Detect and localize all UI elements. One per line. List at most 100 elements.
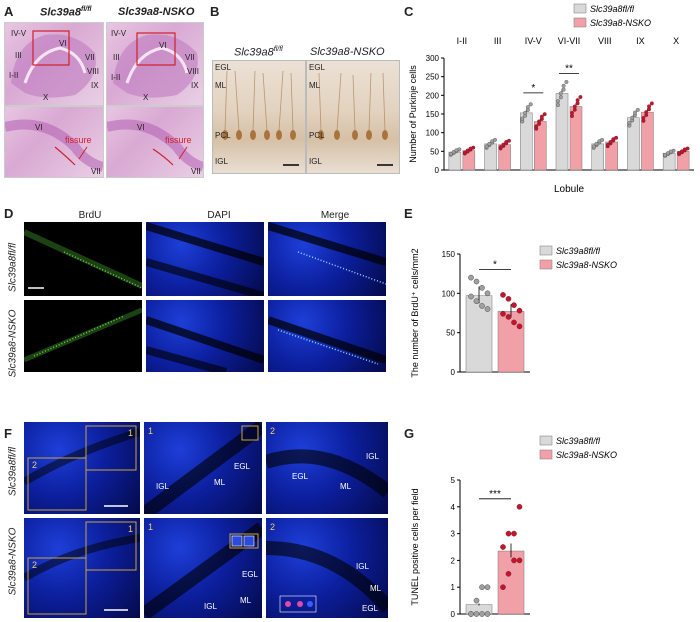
data-point (647, 104, 651, 109)
category-label: IV-V (525, 36, 542, 46)
data-point (473, 597, 480, 604)
data-point (627, 121, 632, 125)
data-point (597, 139, 602, 144)
legend-swatch-1 (539, 259, 553, 270)
y-tick-label: 100 (426, 129, 440, 138)
legend-label-0: Slc39a8fl/fl (556, 436, 601, 446)
data-point (505, 570, 512, 577)
y-tick-label: 300 (426, 54, 440, 63)
panel-a-zoom-control: VI VII fissure (4, 106, 104, 178)
purkinje-bar-chart: Slc39a8fl/fl Slc39a8-NSKO 0 50 100 150 200 250 3… (408, 3, 694, 195)
data-point (558, 91, 563, 96)
panel-a-overview-nsko: IV-V VI III I-II X IX VIII VII (106, 22, 204, 106)
data-point (500, 292, 506, 298)
y-tick-label: 1 (451, 583, 456, 592)
panel-d-merge-nsko (268, 300, 386, 372)
data-point (591, 144, 596, 149)
data-point (500, 584, 506, 590)
data-point (630, 115, 635, 120)
data-point (558, 95, 563, 100)
legend-swatch-0 (539, 245, 553, 256)
panel-label-g: G (404, 426, 415, 441)
legend-swatch-1 (539, 449, 553, 460)
legend-label-1: Slc39a8-NSKO (556, 450, 617, 460)
data-point (633, 110, 637, 115)
y-axis-label: TUNEL positive cells per field (410, 488, 420, 605)
data-point (484, 584, 491, 590)
data-point (611, 137, 616, 142)
panel-b-title-left: Slc39a8fl/fl (234, 46, 283, 59)
data-point (682, 147, 687, 152)
panel-d-brdu-control (24, 222, 142, 296)
data-point (561, 87, 566, 92)
data-point (505, 530, 512, 537)
x-axis-label: Lobule (554, 184, 584, 195)
data-point (490, 139, 495, 144)
panel-f-box2-control: 2 EGL ML IGL (266, 422, 388, 514)
fissure-label: fissure (65, 135, 92, 145)
panel-d-dapi-control (146, 222, 264, 296)
data-point (479, 285, 485, 291)
y-tick-label: 150 (442, 250, 456, 259)
data-point (537, 119, 542, 124)
data-point (500, 310, 506, 317)
data-point (505, 296, 512, 302)
data-point (505, 314, 512, 320)
data-point (663, 152, 668, 157)
data-point (487, 141, 492, 146)
data-point (511, 302, 517, 308)
data-point (462, 150, 467, 155)
data-point (484, 611, 491, 617)
data-point (498, 145, 503, 150)
y-tick-label: 0 (451, 610, 456, 619)
data-point (500, 544, 506, 550)
legend-label-1: Slc39a8-NSKO (590, 18, 651, 28)
panel-label-a: A (4, 4, 14, 19)
data-point (484, 306, 491, 312)
panel-f-box1-control: 1 IGL ML EGL (144, 422, 262, 514)
y-tick-label: 100 (442, 289, 456, 298)
data-point (556, 102, 560, 107)
data-point (468, 611, 474, 617)
data-point (539, 114, 544, 119)
y-axis-label: The number of BrdU⁺ cells/mm2 (410, 248, 420, 377)
data-point (516, 323, 523, 330)
y-axis-label: Number of Purkinje cells (408, 65, 418, 163)
data-point (516, 557, 523, 564)
category-label: VIII (598, 36, 612, 46)
data-point (484, 144, 489, 149)
data-point (556, 99, 560, 104)
panel-label-e: E (404, 206, 413, 221)
data-point (608, 140, 613, 144)
y-tick-label: 200 (426, 91, 440, 100)
panel-a-title-left: Slc39a8fl/fl (40, 6, 92, 19)
y-tick-label: 2 (451, 556, 456, 565)
data-point (677, 151, 682, 156)
category-label: VI-VII (558, 36, 581, 46)
panel-a-title-right: Slc39a8-NSKO (118, 6, 195, 18)
data-point (465, 148, 470, 153)
panel-d-row-nsko: Slc39a8-NSKO (7, 309, 19, 378)
panel-d-dapi-nsko (146, 300, 264, 372)
y-tick-label: 3 (451, 530, 456, 539)
data-point (644, 110, 649, 115)
data-point (665, 151, 670, 156)
panel-label-b: B (210, 4, 220, 19)
data-point (578, 95, 583, 99)
data-point (534, 124, 539, 129)
panel-a-zoom-nsko: VI VII fissure (106, 106, 204, 178)
data-point (504, 140, 509, 145)
data-point (641, 115, 646, 120)
y-tick-label: 0 (435, 166, 440, 175)
panel-b-title-right: Slc39a8-NSKO (310, 46, 385, 58)
panel-d-col-merge: Merge (320, 210, 350, 221)
data-point (528, 102, 533, 107)
category-label: X (673, 36, 679, 46)
y-tick-label: 5 (451, 476, 456, 485)
panel-f-box1-nsko: 1 IGL ML EGL (144, 518, 262, 618)
y-tick-label: 50 (430, 147, 439, 156)
panel-f-row-nsko: Slc39a8-NSKO (7, 527, 19, 596)
data-point (468, 146, 473, 151)
data-point (516, 307, 523, 314)
panel-d-brdu-nsko (24, 300, 142, 372)
